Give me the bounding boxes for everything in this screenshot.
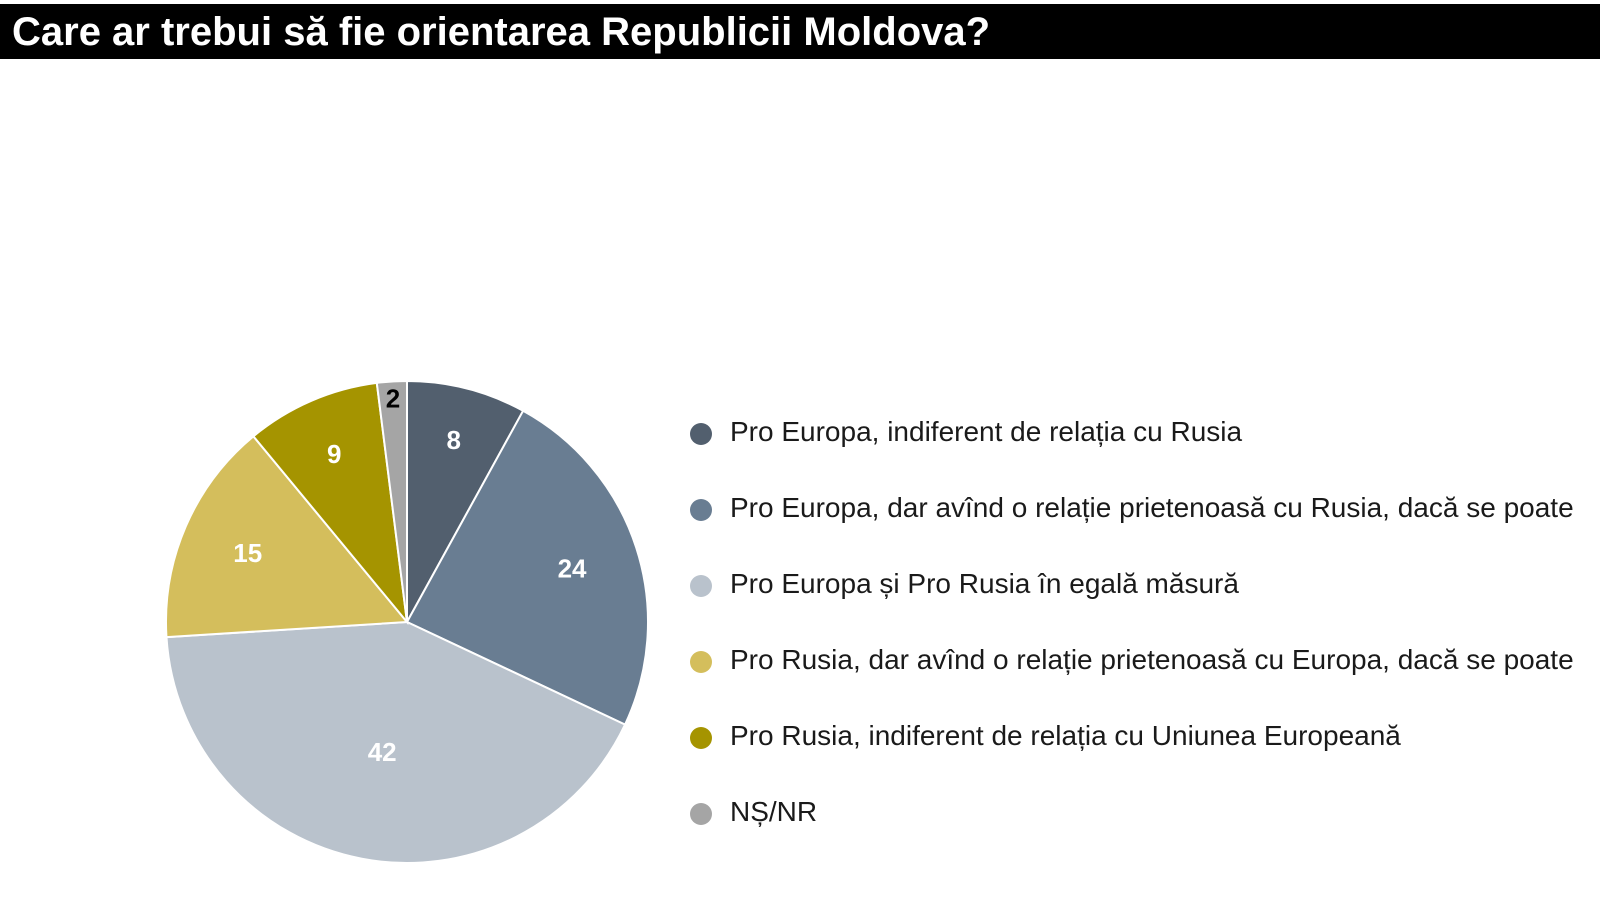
pie-slice <box>165 620 627 864</box>
legend-swatch <box>690 499 712 521</box>
slice-value-label: 9 <box>327 439 341 469</box>
pie-slice <box>406 379 525 623</box>
legend-item: Pro Rusia, indiferent de relația cu Uniu… <box>690 714 1590 790</box>
pie-slices <box>165 379 649 864</box>
legend-item: Pro Europa, dar avînd o relație prieteno… <box>690 486 1590 562</box>
legend-label: Pro Rusia, indiferent de relația cu Uniu… <box>730 720 1401 751</box>
pie-slice <box>375 379 408 623</box>
legend-item: Pro Europa și Pro Rusia în egală măsură <box>690 562 1590 638</box>
slice-value-label: 8 <box>447 425 461 455</box>
legend-item: Pro Rusia, dar avînd o relație prietenoa… <box>690 638 1590 714</box>
title-bar: Care ar trebui să fie orientarea Republi… <box>0 4 1600 59</box>
legend-item: Pro Europa, indiferent de relația cu Rus… <box>690 410 1590 486</box>
legend-swatch <box>690 727 712 749</box>
legend-label: Pro Europa, dar avînd o relație prieteno… <box>730 492 1574 523</box>
legend-item: NȘ/NR <box>690 790 1590 866</box>
legend-label: NȘ/NR <box>730 796 818 827</box>
legend-label: Pro Europa, indiferent de relația cu Rus… <box>730 416 1243 447</box>
pie-slice <box>165 434 410 639</box>
legend-swatch <box>690 651 712 673</box>
slice-value-label: 24 <box>558 553 587 583</box>
chart-title: Care ar trebui să fie orientarea Republi… <box>12 10 991 54</box>
slice-value-label: 15 <box>233 538 262 568</box>
pie-slice <box>251 381 409 626</box>
legend-swatch <box>690 803 712 825</box>
pie-value-labels: 8 24 42 15 9 2 <box>233 383 587 767</box>
legend-swatch <box>690 575 712 597</box>
legend-swatch <box>690 423 712 445</box>
legend-label: Pro Rusia, dar avînd o relație prietenoa… <box>730 644 1574 675</box>
legend: Pro Europa, indiferent de relația cu Rus… <box>690 410 1590 866</box>
legend-label: Pro Europa și Pro Rusia în egală măsură <box>730 568 1239 599</box>
pie-slice <box>405 409 649 726</box>
slice-value-label: 42 <box>368 737 397 767</box>
slice-value-label: 2 <box>386 383 400 413</box>
